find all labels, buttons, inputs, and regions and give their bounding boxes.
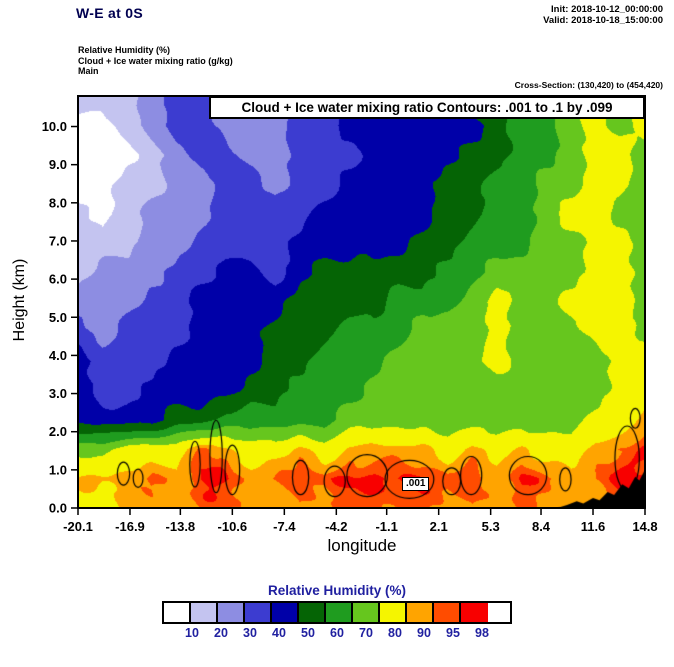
valid-time: Valid: 2018-10-18_15:00:00: [543, 15, 663, 26]
x-tick-label: -1.1: [375, 519, 397, 534]
legend-level-label: 90: [417, 626, 431, 640]
x-tick-label: 11.6: [581, 519, 606, 534]
legend-swatch: [218, 603, 245, 622]
legend-level-label: 80: [388, 626, 402, 640]
x-tick-label: 8.4: [532, 519, 551, 534]
contour-banner: Cloud + Ice water mixing ratio Contours:…: [209, 96, 645, 119]
legend-swatch: [353, 603, 380, 622]
y-tick-label: 9.0: [49, 157, 67, 172]
x-tick-label: -4.2: [325, 519, 347, 534]
legend-swatch: [191, 603, 218, 622]
x-tick-label: -16.9: [115, 519, 145, 534]
legend: Relative Humidity (%) 10 20 30 40 50 60 70 80 90…: [162, 583, 512, 642]
y-tick-label: 2.0: [49, 424, 67, 439]
y-tick-label: 6.0: [49, 272, 67, 287]
legend-level-label: 60: [330, 626, 344, 640]
field-line-cloud: Cloud + Ice water mixing ratio (g/kg): [78, 55, 233, 66]
legend-swatch: [272, 603, 299, 622]
x-tick-label: -10.6: [218, 519, 248, 534]
x-tick-label: 5.3: [482, 519, 500, 534]
legend-swatch: [164, 603, 191, 622]
legend-swatch: [434, 603, 461, 622]
legend-level-label: 95: [446, 626, 460, 640]
init-time: Init: 2018-10-12_00:00:00: [551, 4, 663, 15]
y-tick-label: 8.0: [49, 195, 67, 210]
page-title: W-E at 0S: [76, 5, 143, 21]
legend-tick-labels: 10 20 30 40 50 60 70 80 90 95 98: [162, 626, 512, 642]
legend-colorbar: [162, 601, 512, 624]
contour-field-canvas: [78, 96, 645, 508]
legend-level-label: 50: [301, 626, 315, 640]
init-valid-block: Init: 2018-10-12_00:00:00 Valid: 2018-10…: [543, 4, 663, 26]
legend-level-label: 10: [185, 626, 199, 640]
field-line-domain: Main: [78, 66, 99, 76]
y-tick-label: 10.0: [42, 119, 67, 134]
legend-swatch: [245, 603, 272, 622]
legend-level-label: 98: [475, 626, 489, 640]
x-tick-label: -20.1: [63, 519, 93, 534]
x-tick-label: -7.4: [273, 519, 296, 534]
y-tick-label: 5.0: [49, 310, 67, 325]
legend-level-label: 70: [359, 626, 373, 640]
legend-swatch: [299, 603, 326, 622]
cross-section-label: Cross-Section: (130,420) to (454,420): [514, 80, 663, 90]
legend-swatch: [407, 603, 434, 622]
legend-level-label: 20: [214, 626, 228, 640]
y-tick-label: 4.0: [49, 348, 67, 363]
y-tick-label: 0.0: [49, 501, 67, 516]
y-axis-title: Height (km): [11, 258, 28, 342]
x-tick-label: 2.1: [430, 519, 448, 534]
field-line-rh: Relative Humidity (%): [78, 45, 171, 55]
field-list: Relative Humidity (%) Cloud + Ice water …: [78, 45, 233, 77]
x-tick-label: -13.8: [166, 519, 196, 534]
y-tick-label: 7.0: [49, 233, 67, 248]
y-tick-label: 3.0: [49, 386, 67, 401]
y-tick-label: 1.0: [49, 462, 67, 477]
legend-swatch: [326, 603, 353, 622]
x-tick-label: 14.8: [632, 519, 657, 534]
x-axis-title: longitude: [327, 536, 397, 555]
legend-swatch: [380, 603, 407, 622]
legend-title: Relative Humidity (%): [267, 583, 407, 598]
legend-swatch: [461, 603, 488, 622]
contour-value-label: .001: [402, 477, 430, 491]
legend-level-label: 30: [243, 626, 257, 640]
legend-level-label: 40: [272, 626, 286, 640]
